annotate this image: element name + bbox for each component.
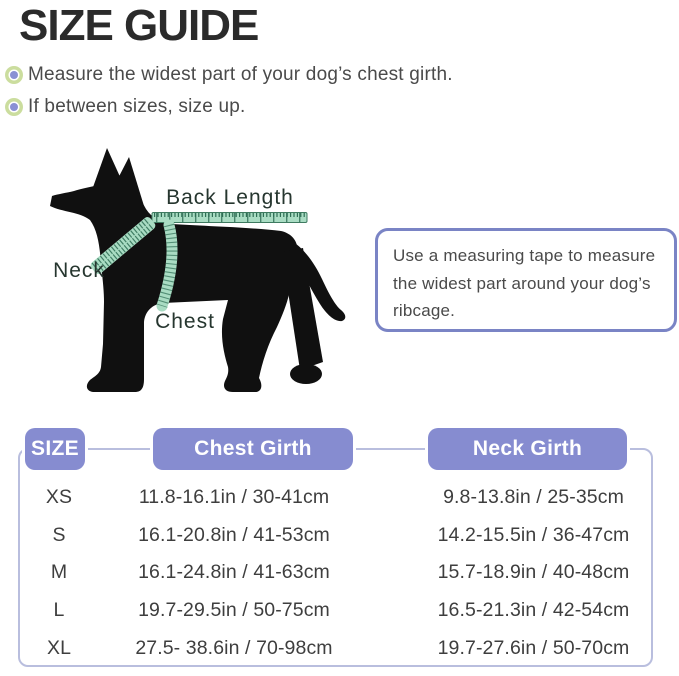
back-length-tape bbox=[151, 212, 308, 223]
neck-girth-value: 14.2-15.5in / 36-47cm bbox=[437, 523, 630, 546]
bullet-icon bbox=[10, 103, 18, 111]
tip-text: Measure the widest part of your dog’s ch… bbox=[28, 64, 453, 85]
table-row: XS 11.8-16.1in / 30-41cm 9.8-13.8in / 25… bbox=[20, 479, 651, 517]
size-value: L bbox=[53, 599, 65, 622]
neck-girth-value: 15.7-18.9in / 40-48cm bbox=[437, 561, 630, 584]
table-header-chest: Chest Girth bbox=[153, 428, 353, 470]
chest-girth-value: 16.1-24.8in / 41-63cm bbox=[138, 561, 330, 584]
back-length-label: Back Length bbox=[166, 186, 294, 209]
dog-measurement-diagram: Back Length Neck Chest bbox=[50, 148, 346, 392]
size-value: XS bbox=[45, 486, 73, 509]
chest-girth-value: 16.1-20.8in / 41-53cm bbox=[138, 523, 330, 546]
neck-girth-value: 19.7-27.6in / 50-70cm bbox=[437, 636, 630, 659]
size-value: XL bbox=[46, 636, 72, 659]
chest-tape bbox=[156, 219, 178, 312]
measuring-note-box: Use a measuring tape to measure the wide… bbox=[375, 228, 677, 332]
size-table: XS 11.8-16.1in / 30-41cm 9.8-13.8in / 25… bbox=[18, 448, 653, 667]
chest-label: Chest bbox=[155, 310, 215, 333]
chest-girth-value: 27.5- 38.6in / 70-98cm bbox=[135, 636, 333, 659]
neck-tape bbox=[90, 217, 156, 275]
table-row: S 16.1-20.8in / 41-53cm 14.2-15.5in / 36… bbox=[20, 517, 651, 555]
table-row: XL 27.5- 38.6in / 70-98cm 19.7-27.6in / … bbox=[20, 629, 651, 667]
table-row: L 19.7-29.5in / 50-75cm 16.5-21.3in / 42… bbox=[20, 592, 651, 630]
neck-girth-value: 9.8-13.8in / 25-35cm bbox=[443, 486, 624, 509]
chest-girth-value: 11.8-16.1in / 30-41cm bbox=[138, 486, 330, 509]
page-title: SIZE GUIDE bbox=[19, 1, 259, 50]
neck-label: Neck bbox=[53, 259, 105, 282]
table-header-neck: Neck Girth bbox=[428, 428, 627, 470]
size-value: M bbox=[50, 561, 68, 584]
table-row: M 16.1-24.8in / 41-63cm 15.7-18.9in / 40… bbox=[20, 554, 651, 592]
bullet-icon bbox=[10, 71, 18, 79]
tip-text: If between sizes, size up. bbox=[28, 96, 246, 117]
tip-item: Measure the widest part of your dog’s ch… bbox=[4, 64, 453, 86]
table-header-size: SIZE bbox=[25, 428, 85, 470]
chest-girth-value: 19.7-29.5in / 50-75cm bbox=[138, 599, 330, 622]
size-value: S bbox=[52, 523, 66, 546]
neck-girth-value: 16.5-21.3in / 42-54cm bbox=[437, 599, 630, 622]
tip-item: If between sizes, size up. bbox=[4, 96, 245, 118]
